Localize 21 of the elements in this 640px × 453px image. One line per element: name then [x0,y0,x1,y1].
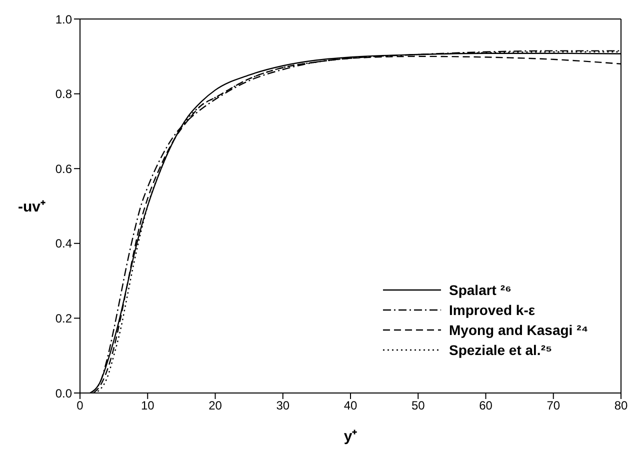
x-tick-label: 30 [276,398,290,413]
x-tick-label: 80 [614,398,628,413]
y-tick-label: 0.6 [55,162,72,176]
x-tick-label: 60 [479,398,493,413]
y-tick-label: 0.4 [55,236,72,251]
y-tick-label: 0.8 [55,87,72,102]
y-tick-label: 0.0 [55,386,72,400]
x-tick-label: 40 [344,398,358,413]
y-tick-label: 0.2 [55,311,72,326]
y-tick-label: 1.0 [55,12,72,26]
legend-label: Myong and Kasagi ²⁴ [449,322,588,338]
legend-label: Spalart ²⁶ [449,282,512,298]
x-axis-title: y⁺ [344,428,358,445]
x-tick-label: 10 [140,398,155,413]
legend-label: Speziale et al.²⁵ [449,342,552,358]
x-tick-label: 20 [208,398,222,413]
x-tick-label: 0 [76,398,84,413]
x-tick-label: 50 [411,398,426,413]
y-axis-title: -uv⁺ [18,198,46,216]
legend-label: Improved k-ε [449,302,535,318]
x-tick-label: 70 [546,398,560,413]
